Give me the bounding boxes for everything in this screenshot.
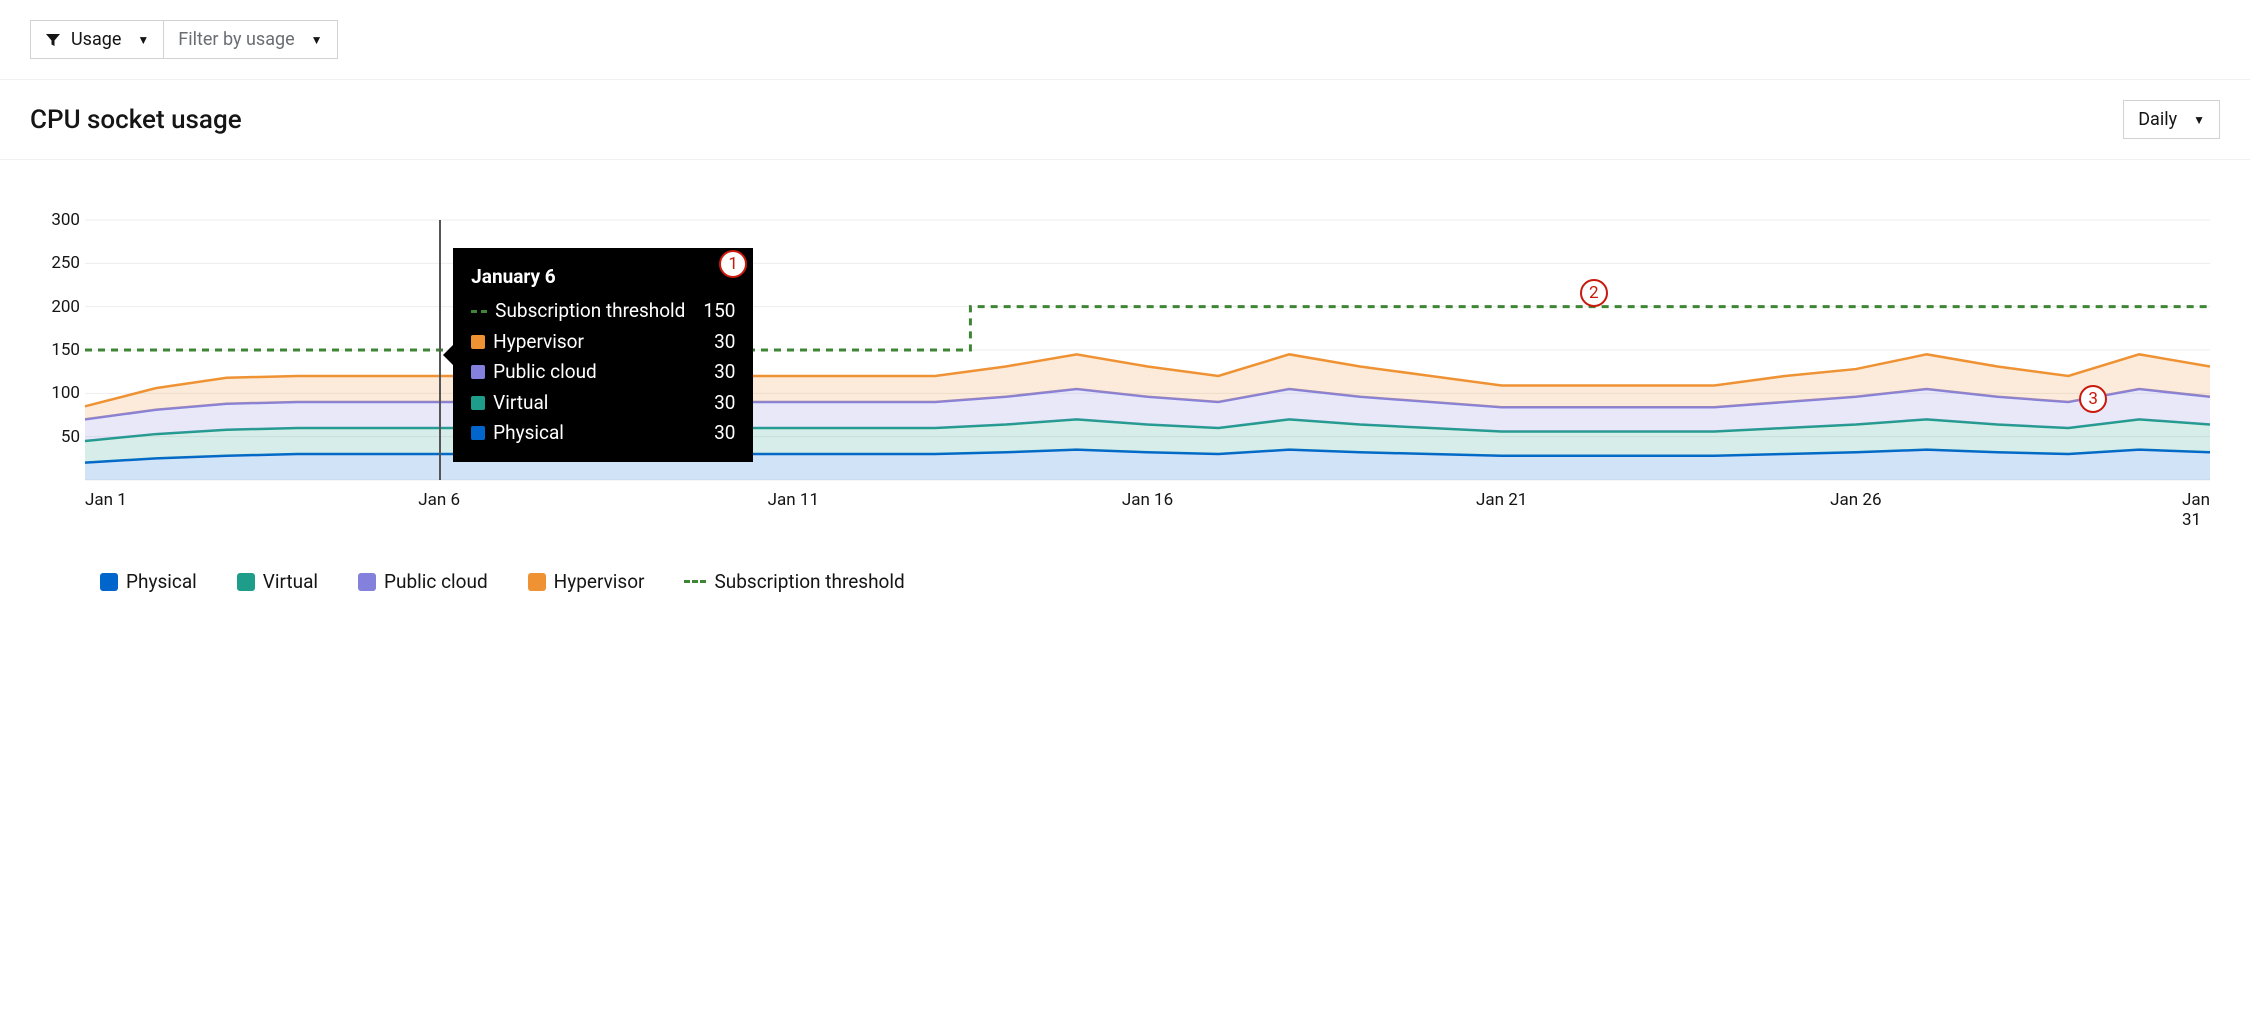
x-axis-tick-label: Jan 21 (1476, 490, 1527, 510)
tooltip-row-label: Virtual (493, 388, 696, 418)
tooltip-row-label: Public cloud (493, 357, 696, 387)
chart-legend: Physical Virtual Public cloud Hypervisor Sub… (0, 540, 2250, 593)
caret-down-icon: ▼ (137, 33, 149, 47)
legend-swatch (100, 573, 118, 591)
chart-container: 50 100 150 200 250 300 January 6 Subscription… (0, 160, 2250, 540)
legend-item[interactable]: Hypervisor (528, 570, 645, 593)
legend-label: Virtual (263, 570, 318, 593)
tooltip-row-value: 150 (703, 296, 735, 326)
tooltip-row-value: 30 (714, 388, 735, 418)
filter-type-dropdown[interactable]: Usage ▼ (30, 20, 163, 59)
legend-swatch (237, 573, 255, 591)
x-axis-labels: Jan 1Jan 6Jan 11Jan 16Jan 21Jan 26Jan 31 (85, 490, 2210, 520)
x-axis-tick-label: Jan 31 (2182, 490, 2210, 530)
tooltip-swatch (471, 365, 485, 379)
tooltip-row-value: 30 (714, 327, 735, 357)
chart-plot-area: 50100150200250300 January 6 Subscription… (85, 220, 2210, 480)
filter-type-label: Usage (71, 29, 121, 50)
tooltip-swatch (471, 335, 485, 349)
x-axis-tick-label: Jan 16 (1122, 490, 1173, 510)
granularity-dropdown[interactable]: Daily ▼ (2123, 100, 2220, 139)
granularity-label: Daily (2138, 109, 2177, 130)
filter-icon (45, 32, 61, 48)
chart-header: CPU socket usage Daily ▼ (0, 80, 2250, 160)
tooltip-row-label: Subscription threshold (495, 296, 685, 326)
legend-item[interactable]: Subscription threshold (684, 570, 904, 593)
tooltip-row-label: Hypervisor (493, 327, 696, 357)
legend-label: Public cloud (384, 570, 488, 593)
x-axis-tick-label: Jan 26 (1830, 490, 1881, 510)
legend-label: Hypervisor (554, 570, 645, 593)
legend-item[interactable]: Virtual (237, 570, 318, 593)
x-axis-tick-label: Jan 1 (85, 490, 127, 510)
y-axis-tick-label: 200 (51, 297, 80, 317)
legend-label: Physical (126, 570, 197, 593)
tooltip-swatch-dash (471, 310, 487, 313)
caret-down-icon: ▼ (2193, 113, 2205, 127)
tooltip-title: January 6 (471, 262, 735, 292)
tooltip-swatch (471, 396, 485, 410)
y-axis-labels: 50100150200250300 (30, 220, 80, 480)
filter-placeholder: Filter by usage (178, 29, 294, 50)
filter-toolbar: Usage ▼ Filter by usage ▼ (0, 0, 2250, 80)
chart-cursor-line (439, 220, 441, 480)
tooltip-row: Subscription threshold 150 (471, 296, 735, 326)
legend-swatch (528, 573, 546, 591)
x-axis-tick-label: Jan 11 (768, 490, 819, 510)
y-axis-tick-label: 100 (51, 383, 80, 403)
x-axis-tick-label: Jan 6 (418, 490, 460, 510)
tooltip-swatch (471, 426, 485, 440)
y-axis-tick-label: 50 (61, 427, 80, 447)
filter-value-dropdown[interactable]: Filter by usage ▼ (163, 20, 337, 59)
y-axis-tick-label: 250 (51, 253, 80, 273)
tooltip-row: Physical 30 (471, 418, 735, 448)
caret-down-icon: ▼ (311, 33, 323, 47)
tooltip-row-label: Physical (493, 418, 696, 448)
legend-item[interactable]: Public cloud (358, 570, 488, 593)
tooltip-row: Public cloud 30 (471, 357, 735, 387)
legend-swatch (358, 573, 376, 591)
legend-item[interactable]: Physical (100, 570, 197, 593)
legend-label: Subscription threshold (714, 570, 904, 593)
legend-swatch-dash (684, 577, 706, 587)
chart-tooltip: January 6 Subscription threshold 150Hyper… (453, 248, 753, 462)
y-axis-tick-label: 150 (51, 340, 80, 360)
annotation-callout: 2 (1580, 279, 1608, 307)
tooltip-row: Hypervisor 30 (471, 327, 735, 357)
chart-svg (85, 220, 2210, 480)
tooltip-row: Virtual 30 (471, 388, 735, 418)
page-title: CPU socket usage (30, 105, 242, 135)
y-axis-tick-label: 300 (51, 210, 80, 230)
tooltip-row-value: 30 (714, 357, 735, 387)
tooltip-row-value: 30 (714, 418, 735, 448)
